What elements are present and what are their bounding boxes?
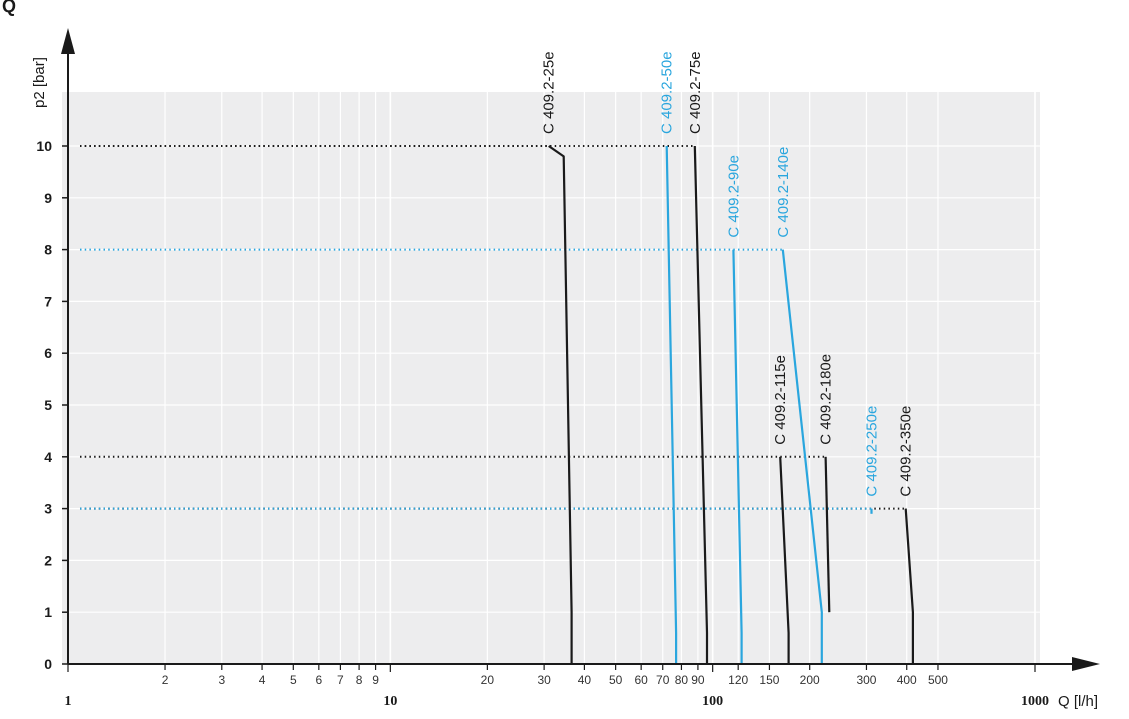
x-minor-tick-label: 20: [481, 673, 495, 687]
y-tick-label: 1: [44, 604, 52, 620]
x-minor-tick-label: 90: [691, 673, 705, 687]
y-tick-label: 3: [44, 501, 52, 517]
plot-area: [62, 92, 1040, 664]
axes: [61, 28, 1100, 672]
y-tick-label: 0: [44, 656, 52, 672]
x-minor-tick-label: 500: [928, 673, 948, 687]
x-minor-tick-label: 7: [337, 673, 344, 687]
y-tick-label: 2: [44, 552, 52, 568]
y-tick-label: 10: [36, 138, 52, 154]
x-minor-tick-label: 4: [259, 673, 266, 687]
y-tick-label: 9: [44, 190, 52, 206]
x-minor-tick-label: 150: [759, 673, 779, 687]
y-axis-label: p2 [bar]: [31, 57, 48, 108]
series-line: [824, 456, 831, 613]
x-minor-tick-label: 9: [372, 673, 379, 687]
x-minor-tick-label: 50: [609, 673, 623, 687]
x-minor-tick-label: 200: [800, 673, 820, 687]
grid: [62, 92, 1040, 664]
x-minor-tick-label: 120: [728, 673, 748, 687]
x-minor-tick-label: 70: [656, 673, 670, 687]
x-axis-arrow-icon: [1072, 657, 1100, 671]
series-label: C 409.2-180e: [818, 354, 835, 445]
y-tick-label: 8: [44, 242, 52, 258]
series-line: [779, 456, 790, 664]
x-minor-tick-label: 40: [578, 673, 592, 687]
labels: C 409.2-25e C 409.2-50e C 409.2-75e C 409.2…: [31, 51, 1098, 710]
x-minor-tick-label: 30: [537, 673, 551, 687]
series-line: [904, 508, 915, 664]
y-tick-label: 6: [44, 345, 52, 361]
series-line: [548, 145, 573, 664]
x-minor-tick-label: 3: [218, 673, 225, 687]
series-label: C 409.2-75e: [687, 51, 704, 134]
x-minor-tick-label: 8: [356, 673, 363, 687]
y-tick-label: 4: [44, 449, 52, 465]
series-label: C 409.2-350e: [898, 406, 915, 497]
x-minor-tick-label: 80: [675, 673, 689, 687]
series-label: C 409.2-250e: [864, 406, 881, 497]
x-minor-tick-label: 5: [290, 673, 297, 687]
x-major-tick-label: 1: [65, 694, 72, 709]
x-minor-tick-label: 60: [634, 673, 648, 687]
series-label: C 409.2-25e: [541, 51, 558, 134]
series-line: [732, 249, 743, 664]
reference-lines: [80, 145, 906, 510]
x-major-tick-label: 1000: [1021, 694, 1049, 709]
x-minor-tick-label: 2: [162, 673, 169, 687]
x-major-tick-label: 10: [383, 694, 397, 709]
x-minor-tick-label: 300: [856, 673, 876, 687]
plot-background: [62, 92, 1040, 664]
series-label: C 409.2-90e: [725, 155, 742, 238]
x-minor-tick-label: 6: [315, 673, 322, 687]
y-tick-label: 5: [44, 397, 52, 413]
x-major-tick-label: 100: [702, 694, 723, 709]
series-line: [665, 145, 678, 664]
x-minor-tick-label: 400: [897, 673, 917, 687]
series-label: C 409.2-50e: [659, 51, 676, 134]
y-axis-arrow-icon: [61, 28, 75, 54]
series-label: C 409.2-140e: [775, 147, 792, 238]
series-line: [781, 249, 823, 664]
x-axis-label: Q [l/h]: [1058, 693, 1098, 710]
y-tick-label: 7: [44, 293, 52, 309]
series-line: [693, 145, 709, 664]
q-glyph-icon: Q: [2, 0, 17, 16]
series-label: C 409.2-115e: [772, 355, 789, 445]
series-lines: [548, 145, 915, 664]
